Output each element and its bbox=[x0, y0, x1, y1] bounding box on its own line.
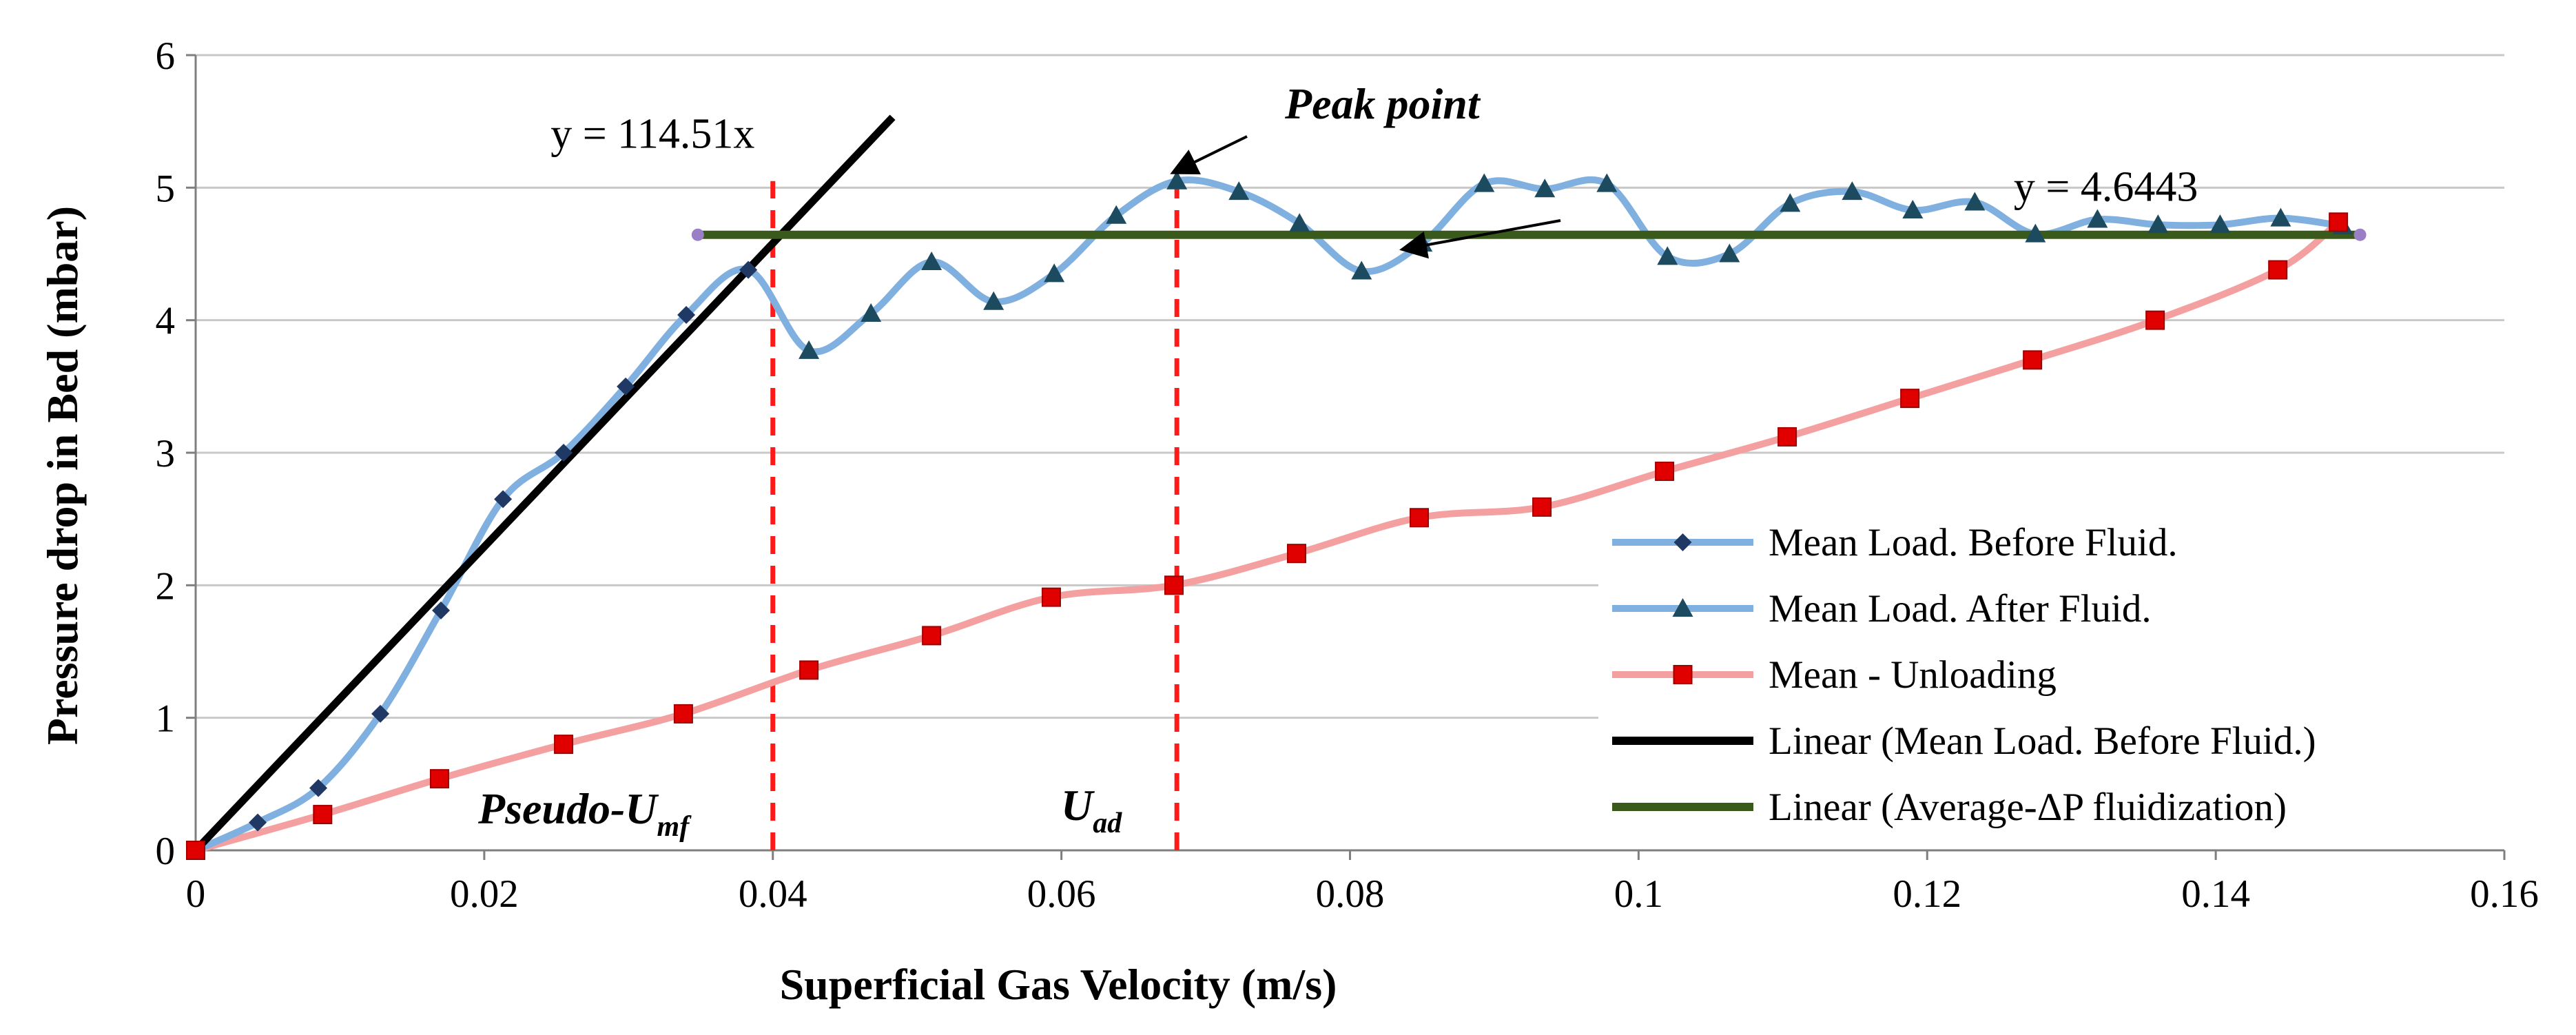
series-line-loading bbox=[194, 176, 2344, 854]
equation-label-1: y = 4.6443 bbox=[2014, 164, 2198, 211]
point-before-7 bbox=[617, 377, 635, 396]
annotations: y = 114.51x y = 4.6443 Peak point Pseudo-Um… bbox=[477, 79, 2198, 843]
point-unloading-5 bbox=[799, 660, 819, 680]
point-before-9 bbox=[739, 260, 758, 279]
point-unloading-4 bbox=[673, 704, 693, 724]
point-unloading-9 bbox=[1287, 544, 1307, 564]
uad-label: Uad bbox=[1061, 781, 1122, 839]
equation-label-0: y = 114.51x bbox=[550, 111, 754, 158]
point-unloading-14 bbox=[1900, 389, 1920, 409]
legend-label-1: Mean Load. After Fluid. bbox=[1769, 587, 2152, 631]
point-before-5 bbox=[494, 490, 513, 509]
reference-lines bbox=[770, 181, 1179, 850]
y-tick-label-1: 1 bbox=[156, 697, 176, 741]
peak-arrow-1 bbox=[1170, 135, 1248, 175]
legend-label-2: Mean - Unloading bbox=[1769, 653, 2057, 697]
x-tick-label-0.16: 0.16 bbox=[2470, 872, 2539, 916]
y-tick-label-6: 6 bbox=[156, 34, 176, 78]
point-after-1 bbox=[861, 303, 882, 322]
point-after-4 bbox=[1044, 263, 1065, 283]
pseudo-umf-label: Pseudo-Umf bbox=[477, 784, 692, 843]
legend-marker-0 bbox=[1673, 533, 1692, 551]
y-tick-label-5: 5 bbox=[156, 167, 176, 210]
point-unloading-2 bbox=[429, 769, 449, 789]
y-tick-labels: 0 1 2 3 4 5 6 bbox=[156, 34, 176, 873]
point-unloading-1 bbox=[313, 805, 333, 825]
point-unloading-17 bbox=[2268, 260, 2288, 280]
point-after-13 bbox=[1596, 173, 1618, 192]
legend-label-4: Linear (Average-ΔP fluidization) bbox=[1769, 786, 2287, 829]
y-tick-label-2: 2 bbox=[156, 564, 176, 608]
point-after-8 bbox=[1289, 213, 1310, 232]
marker-layer bbox=[186, 170, 2353, 860]
point-unloading-18 bbox=[2329, 212, 2349, 232]
point-after-3 bbox=[983, 291, 1004, 310]
point-after-2 bbox=[921, 252, 942, 271]
y-tick-label-4: 4 bbox=[156, 300, 176, 343]
point-after-18 bbox=[1902, 200, 1924, 219]
point-before-2 bbox=[309, 779, 328, 797]
point-after-5 bbox=[1106, 205, 1127, 224]
point-before-4 bbox=[432, 601, 451, 619]
point-after-11 bbox=[1474, 173, 1495, 192]
point-after-22 bbox=[2147, 214, 2169, 234]
point-after-6 bbox=[1166, 170, 1188, 189]
x-tick-label-0.04: 0.04 bbox=[739, 872, 807, 916]
legend-marker-2 bbox=[1673, 665, 1693, 684]
point-after-20 bbox=[2025, 223, 2046, 243]
y-tick-label-0: 0 bbox=[156, 830, 176, 873]
x-tick-label-0.08: 0.08 bbox=[1316, 872, 1385, 916]
legend: Mean Load. Before Fluid. Mean Load. After… bbox=[1598, 502, 2508, 846]
average-line-end-dot bbox=[2353, 228, 2367, 241]
point-after-0 bbox=[798, 340, 820, 359]
point-unloading-0 bbox=[186, 841, 205, 860]
point-before-3 bbox=[371, 704, 390, 723]
point-unloading-6 bbox=[922, 626, 942, 646]
legend-label-0: Mean Load. Before Fluid. bbox=[1769, 521, 2178, 564]
point-before-8 bbox=[677, 305, 696, 324]
point-unloading-12 bbox=[1655, 461, 1675, 481]
x-tick-label-0.1: 0.1 bbox=[1614, 872, 1663, 916]
point-after-14 bbox=[1657, 246, 1678, 265]
point-unloading-16 bbox=[2145, 310, 2165, 330]
peak-arrow-2 bbox=[1399, 219, 1561, 259]
average-line-start-dot bbox=[691, 228, 704, 241]
point-after-17 bbox=[1842, 181, 1863, 201]
point-before-6 bbox=[555, 444, 573, 462]
series-line-linear-fit bbox=[193, 114, 896, 853]
point-after-9 bbox=[1351, 260, 1372, 280]
point-unloading-3 bbox=[554, 735, 574, 755]
point-after-24 bbox=[2270, 207, 2291, 227]
point-after-21 bbox=[2087, 209, 2108, 228]
point-unloading-10 bbox=[1410, 508, 1430, 528]
point-after-19 bbox=[1964, 192, 1986, 211]
point-unloading-15 bbox=[2023, 350, 2043, 370]
x-tick-label-0.14: 0.14 bbox=[2181, 872, 2250, 916]
x-axis-title: Superficial Gas Velocity (m/s) bbox=[780, 960, 1337, 1009]
point-after-7 bbox=[1228, 181, 1250, 201]
point-before-1 bbox=[249, 813, 267, 832]
point-after-15 bbox=[1719, 243, 1740, 263]
point-unloading-8 bbox=[1164, 575, 1184, 595]
axes bbox=[194, 55, 2504, 852]
x-tick-label-0.02: 0.02 bbox=[450, 872, 519, 916]
point-unloading-13 bbox=[1778, 427, 1797, 447]
point-after-12 bbox=[1534, 178, 1556, 198]
y-axis-title: Pressure drop in Bed (mbar) bbox=[38, 206, 87, 745]
point-unloading-11 bbox=[1532, 497, 1552, 517]
y-tick-label-3: 3 bbox=[156, 432, 176, 475]
x-tick-label-0.12: 0.12 bbox=[1893, 872, 1961, 916]
point-after-23 bbox=[2209, 214, 2231, 234]
point-unloading-7 bbox=[1041, 587, 1061, 607]
legend-marker-1 bbox=[1672, 598, 1693, 617]
legend-label-3: Linear (Mean Load. Before Fluid.) bbox=[1769, 719, 2316, 763]
x-tick-labels: 0 0.02 0.04 0.06 0.08 0.1 0.12 0.14 0.16 bbox=[186, 872, 2539, 916]
x-tick-label-0.06: 0.06 bbox=[1027, 872, 1096, 916]
x-tick-label-0: 0 bbox=[186, 872, 206, 916]
point-after-16 bbox=[1780, 193, 1801, 212]
peak-point-label: Peak point bbox=[1284, 79, 1481, 128]
